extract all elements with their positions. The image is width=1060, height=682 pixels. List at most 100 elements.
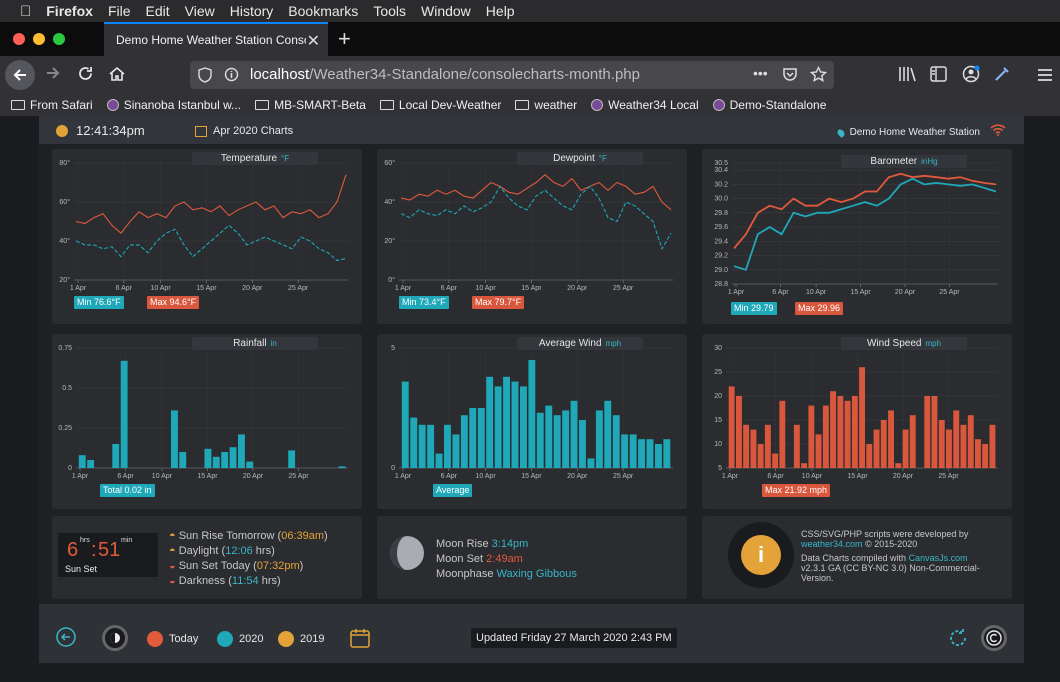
- bookmark-mb-smart-beta[interactable]: MB-SMART-Beta: [255, 98, 366, 112]
- bookmark-weather34-local[interactable]: Weather34 Local: [591, 98, 699, 112]
- account-icon[interactable]: [962, 65, 980, 88]
- close-window-button[interactable]: [13, 33, 25, 45]
- new-tab-icon[interactable]: +: [338, 26, 351, 51]
- tab-active[interactable]: Demo Home Weather Station Conso ✕: [104, 22, 328, 56]
- x-tick-label: 15 Apr: [521, 473, 542, 480]
- url-bar[interactable]: localhost/Weather34-Standalone/consolech…: [190, 61, 834, 89]
- menu-app-name[interactable]: Firefox: [35, 3, 93, 19]
- bar: [587, 458, 595, 468]
- x-tick-label: 1 Apr: [70, 285, 87, 292]
- charts-title-text: Apr 2020 Charts: [213, 125, 294, 137]
- tab-bar: Demo Home Weather Station Conso ✕ +: [0, 22, 1060, 56]
- temperature-chart: 80° 60° 40° 20°1 Apr 6 Apr 10 Apr 15 Apr 20 Apr…: [59, 159, 348, 292]
- barometer-panel: 30.5 30.4 30.2 30.0 29.8 29.6 29.4 29.2 29.0 28.8…: [702, 149, 1012, 324]
- zoom-window-button[interactable]: [53, 33, 65, 45]
- updated-timestamp: Updated Friday 27 March 2020 2:43 PM: [471, 628, 677, 648]
- bar: [444, 424, 451, 468]
- moonset-value: 2:49am: [486, 553, 523, 565]
- weather-page: 12:41:34pm Apr 2020 Charts Demo Home Wea…: [39, 116, 1024, 663]
- dewpoint-panel: 60° 40° 20° 0° 1 Apr 6 Apr 10 Apr 15 Apr 20 Apr 2…: [377, 149, 687, 324]
- close-tab-icon[interactable]: ✕: [306, 33, 320, 50]
- y-tick-label: 25: [714, 369, 722, 376]
- library-icon[interactable]: [898, 66, 916, 87]
- x-tick-label: 6 Apr: [441, 285, 458, 292]
- copyright-button[interactable]: [981, 625, 1007, 656]
- sunrise-icon: ◓: [169, 530, 176, 542]
- y-tick-label: 5: [718, 465, 722, 472]
- folder-icon: [255, 100, 270, 110]
- y-tick-label: 29.2: [714, 253, 728, 260]
- x-tick-label: 10 Apr: [806, 289, 827, 296]
- bar: [418, 424, 426, 468]
- bookmark-demo-standalone[interactable]: Demo-Standalone: [712, 98, 826, 112]
- theme-toggle-button[interactable]: [102, 625, 128, 656]
- y-tick-label: 0.25: [58, 425, 72, 432]
- current-time: 12:41:34pm: [76, 123, 145, 138]
- apple-icon[interactable]: : [20, 3, 31, 20]
- x-tick-label: 6 Apr: [116, 285, 133, 292]
- sunset-value: 07:32pm: [256, 560, 300, 572]
- menu-bookmarks[interactable]: Bookmarks: [277, 3, 358, 19]
- home-button[interactable]: [108, 65, 126, 88]
- bar: [427, 424, 435, 468]
- x-tick-label: 25 Apr: [288, 473, 309, 480]
- bar: [460, 415, 468, 468]
- minimize-window-button[interactable]: [33, 33, 45, 45]
- max-badge: Max 21.92 mph: [762, 484, 831, 497]
- menu-edit[interactable]: Edit: [134, 3, 170, 19]
- forward-arrow-icon: [47, 67, 60, 79]
- darkness-unit: hrs: [261, 575, 277, 587]
- sidebar-icon[interactable]: [930, 66, 947, 87]
- bookmark-weather[interactable]: weather: [515, 98, 577, 112]
- wind-speed-chart: 30 25 20 15 10 51 Apr 6 Apr 10 Apr 15 Apr 20 Apr 2…: [714, 345, 998, 480]
- minutes-unit: min: [121, 537, 133, 544]
- legend-today[interactable]: Today: [147, 631, 198, 647]
- bar: [338, 466, 346, 468]
- x-tick-label: 6 Apr: [441, 473, 458, 480]
- bar: [579, 420, 586, 468]
- panel-unit: mph: [605, 339, 622, 348]
- menu-window[interactable]: Window: [409, 3, 471, 19]
- x-tick-label: 10 Apr: [152, 473, 173, 480]
- bookmark-from-safari[interactable]: From Safari: [11, 98, 93, 112]
- bar: [435, 453, 443, 468]
- bar: [545, 405, 553, 468]
- x-tick-label: 25 Apr: [288, 285, 309, 292]
- eyedropper-icon[interactable]: [994, 66, 1010, 87]
- back-button[interactable]: [5, 60, 35, 90]
- canvasjs-link[interactable]: CanvasJs.com: [908, 553, 968, 563]
- menu-tools[interactable]: Tools: [362, 3, 406, 19]
- countdown-minutes: 51: [98, 539, 121, 561]
- menu-history[interactable]: History: [218, 3, 274, 19]
- info-icon[interactable]: [224, 67, 239, 87]
- forward-button[interactable]: [44, 64, 62, 87]
- refresh-button[interactable]: [947, 627, 969, 654]
- bookmark-sinanoba[interactable]: Sinanoba Istanbul w...: [106, 98, 241, 112]
- bar: [477, 408, 485, 468]
- legend-2020[interactable]: 2020: [217, 631, 263, 647]
- reload-button[interactable]: [77, 65, 94, 87]
- bar: [204, 448, 212, 468]
- credits-line-1: CSS/SVG/PHP scripts were developed by: [801, 529, 969, 539]
- x-tick-label: 20 Apr: [242, 285, 263, 292]
- today-dot: [147, 631, 163, 647]
- bookmark-local-dev-weather[interactable]: Local Dev-Weather: [379, 98, 501, 112]
- pocket-icon[interactable]: [782, 67, 798, 87]
- bar: [960, 424, 967, 468]
- back-circle-button[interactable]: [56, 627, 76, 652]
- menu-file[interactable]: File: [96, 3, 131, 19]
- darkness-value: 11:54: [231, 575, 259, 587]
- page-actions-icon[interactable]: •••: [753, 65, 768, 81]
- bar: [728, 386, 735, 468]
- shield-icon[interactable]: [198, 67, 212, 88]
- legend-2019[interactable]: 2019: [278, 631, 324, 647]
- menu-help[interactable]: Help: [474, 3, 515, 19]
- bar: [815, 434, 822, 468]
- url-text[interactable]: localhost/Weather34-Standalone/consolech…: [250, 66, 640, 83]
- menu-view[interactable]: View: [173, 3, 215, 19]
- hamburger-menu-icon[interactable]: [1037, 66, 1053, 87]
- weather34-link[interactable]: weather34.com: [801, 539, 863, 549]
- bookmark-star-icon[interactable]: [809, 65, 828, 88]
- station-name-text: Demo Home Weather Station: [849, 127, 980, 138]
- calendar-button[interactable]: [349, 627, 371, 654]
